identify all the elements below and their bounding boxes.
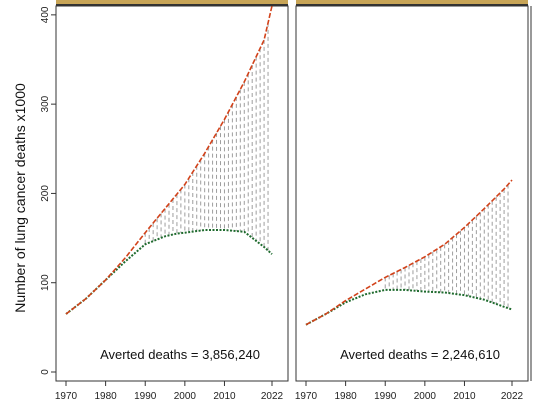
x-tick-label: 1990 [134, 391, 157, 402]
expected-deaths-line [65, 5, 273, 315]
panel-strip-1 [56, 0, 288, 4]
x-tick-label: 2010 [453, 391, 476, 402]
x-tick-label: 2022 [261, 391, 284, 402]
y-tick-label: 0 [40, 369, 51, 375]
x-tick-label: 2000 [414, 391, 437, 402]
averted-deaths-annotation: Averted deaths = 3,856,240 [100, 347, 260, 362]
x-tick-label: 2022 [501, 391, 524, 402]
panel-1: 1970 1980 1990 2000 2010 2022 Averted deaths =… [55, 5, 284, 402]
x-tick-label: 1980 [334, 391, 357, 402]
averted-deaths-annotation: Averted deaths = 2,246,610 [340, 347, 500, 362]
y-tick-label: 100 [40, 274, 51, 291]
panel-2: 1970 1980 1990 2000 2010 2022 Averted deaths =… [295, 179, 524, 402]
y-tick-label: 400 [40, 6, 51, 23]
panel-strip-rule-1 [56, 4, 288, 6]
y-axis-title: Number of lung cancer deaths x1000 [12, 83, 28, 313]
x-tick-label: 1980 [94, 391, 117, 402]
x-tick-label: 2010 [213, 391, 236, 402]
frame-layer: 0 100 200 300 400 [40, 0, 532, 382]
x-tick-label: 1990 [374, 391, 397, 402]
y-tick-label: 300 [40, 95, 51, 112]
x-tick-label: 2000 [174, 391, 197, 402]
y-axis-title-layer: Number of lung cancer deaths x1000 [12, 83, 28, 313]
observed-deaths-line [65, 229, 273, 315]
y-tick-label: 200 [40, 185, 51, 202]
expected-deaths-line [305, 179, 513, 326]
x-tick-label: 1970 [55, 391, 78, 402]
panel-border-2 [295, 5, 529, 382]
panel-strip-2 [296, 0, 528, 4]
x-tick-label: 1970 [295, 391, 318, 402]
observed-deaths-line [305, 288, 513, 326]
panel-strip-rule-2 [296, 4, 528, 6]
